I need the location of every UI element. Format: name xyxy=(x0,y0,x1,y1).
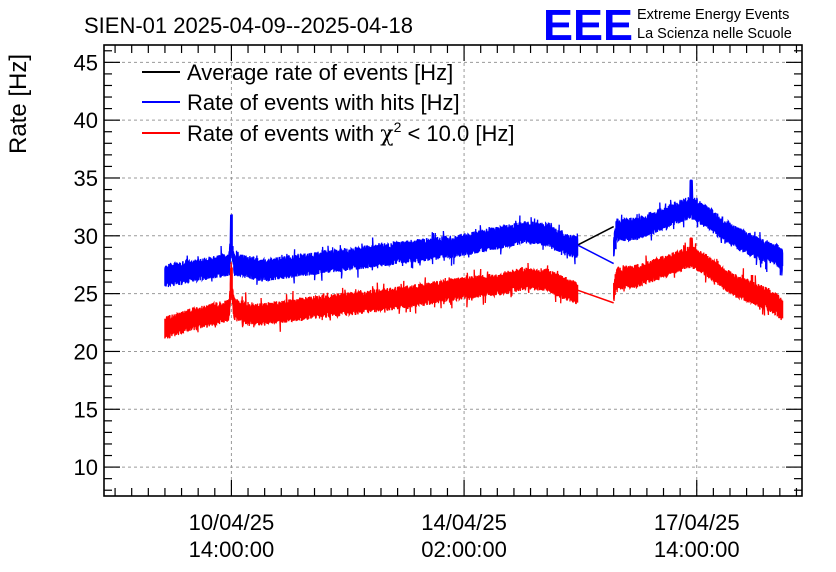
series-1 xyxy=(577,225,615,246)
y-tick-label: 25 xyxy=(74,282,98,307)
chart-title: SIEN-01 2025-04-09--2025-04-18 xyxy=(84,13,413,38)
series-2-gap-link xyxy=(577,244,614,265)
y-axis-label: Rate [Hz] xyxy=(5,54,32,154)
x-tick-label-time: 02:00:00 xyxy=(421,537,507,562)
legend-entry-1: Average rate of events [Hz] xyxy=(187,60,453,85)
series-3-trace-1 xyxy=(164,262,579,339)
legend-entry-3: Rate of events with χ2 < 10.0 [Hz] xyxy=(187,119,514,147)
y-tick-label: 15 xyxy=(74,397,98,422)
series-1-line xyxy=(577,225,615,246)
x-tick-label-date: 17/04/25 xyxy=(654,510,740,535)
legend: Average rate of events [Hz] Rate of event… xyxy=(142,60,514,147)
series-3-trace-2 xyxy=(613,237,784,321)
logo-letters: EEE xyxy=(543,1,633,50)
eee-logo: EEE Extreme Energy Events La Scienza nel… xyxy=(543,1,792,50)
axes: 101520253035404510/04/2514:00:0014/04/25… xyxy=(74,44,803,562)
logo-line-1: Extreme Energy Events xyxy=(637,7,789,23)
y-tick-label: 40 xyxy=(74,108,98,133)
y-tick-label: 10 xyxy=(74,455,98,480)
series-2-trace-1 xyxy=(164,214,579,288)
series-group xyxy=(164,179,784,339)
series-3 xyxy=(164,237,784,339)
logo-line-2: La Scienza nelle Scuole xyxy=(637,26,792,42)
y-tick-label: 20 xyxy=(74,339,98,364)
series-2-trace-2 xyxy=(613,179,784,276)
series-3-gap-link xyxy=(577,289,614,304)
x-tick-label-date: 10/04/25 xyxy=(189,510,275,535)
x-tick-label-date: 14/04/25 xyxy=(421,510,507,535)
y-tick-label: 35 xyxy=(74,166,98,191)
y-tick-label: 45 xyxy=(74,50,98,75)
x-tick-label-time: 14:00:00 xyxy=(654,537,740,562)
series-2 xyxy=(164,179,784,288)
legend-entry-2: Rate of events with hits [Hz] xyxy=(187,90,460,115)
y-tick-label: 30 xyxy=(74,224,98,249)
x-tick-label-time: 14:00:00 xyxy=(189,537,275,562)
